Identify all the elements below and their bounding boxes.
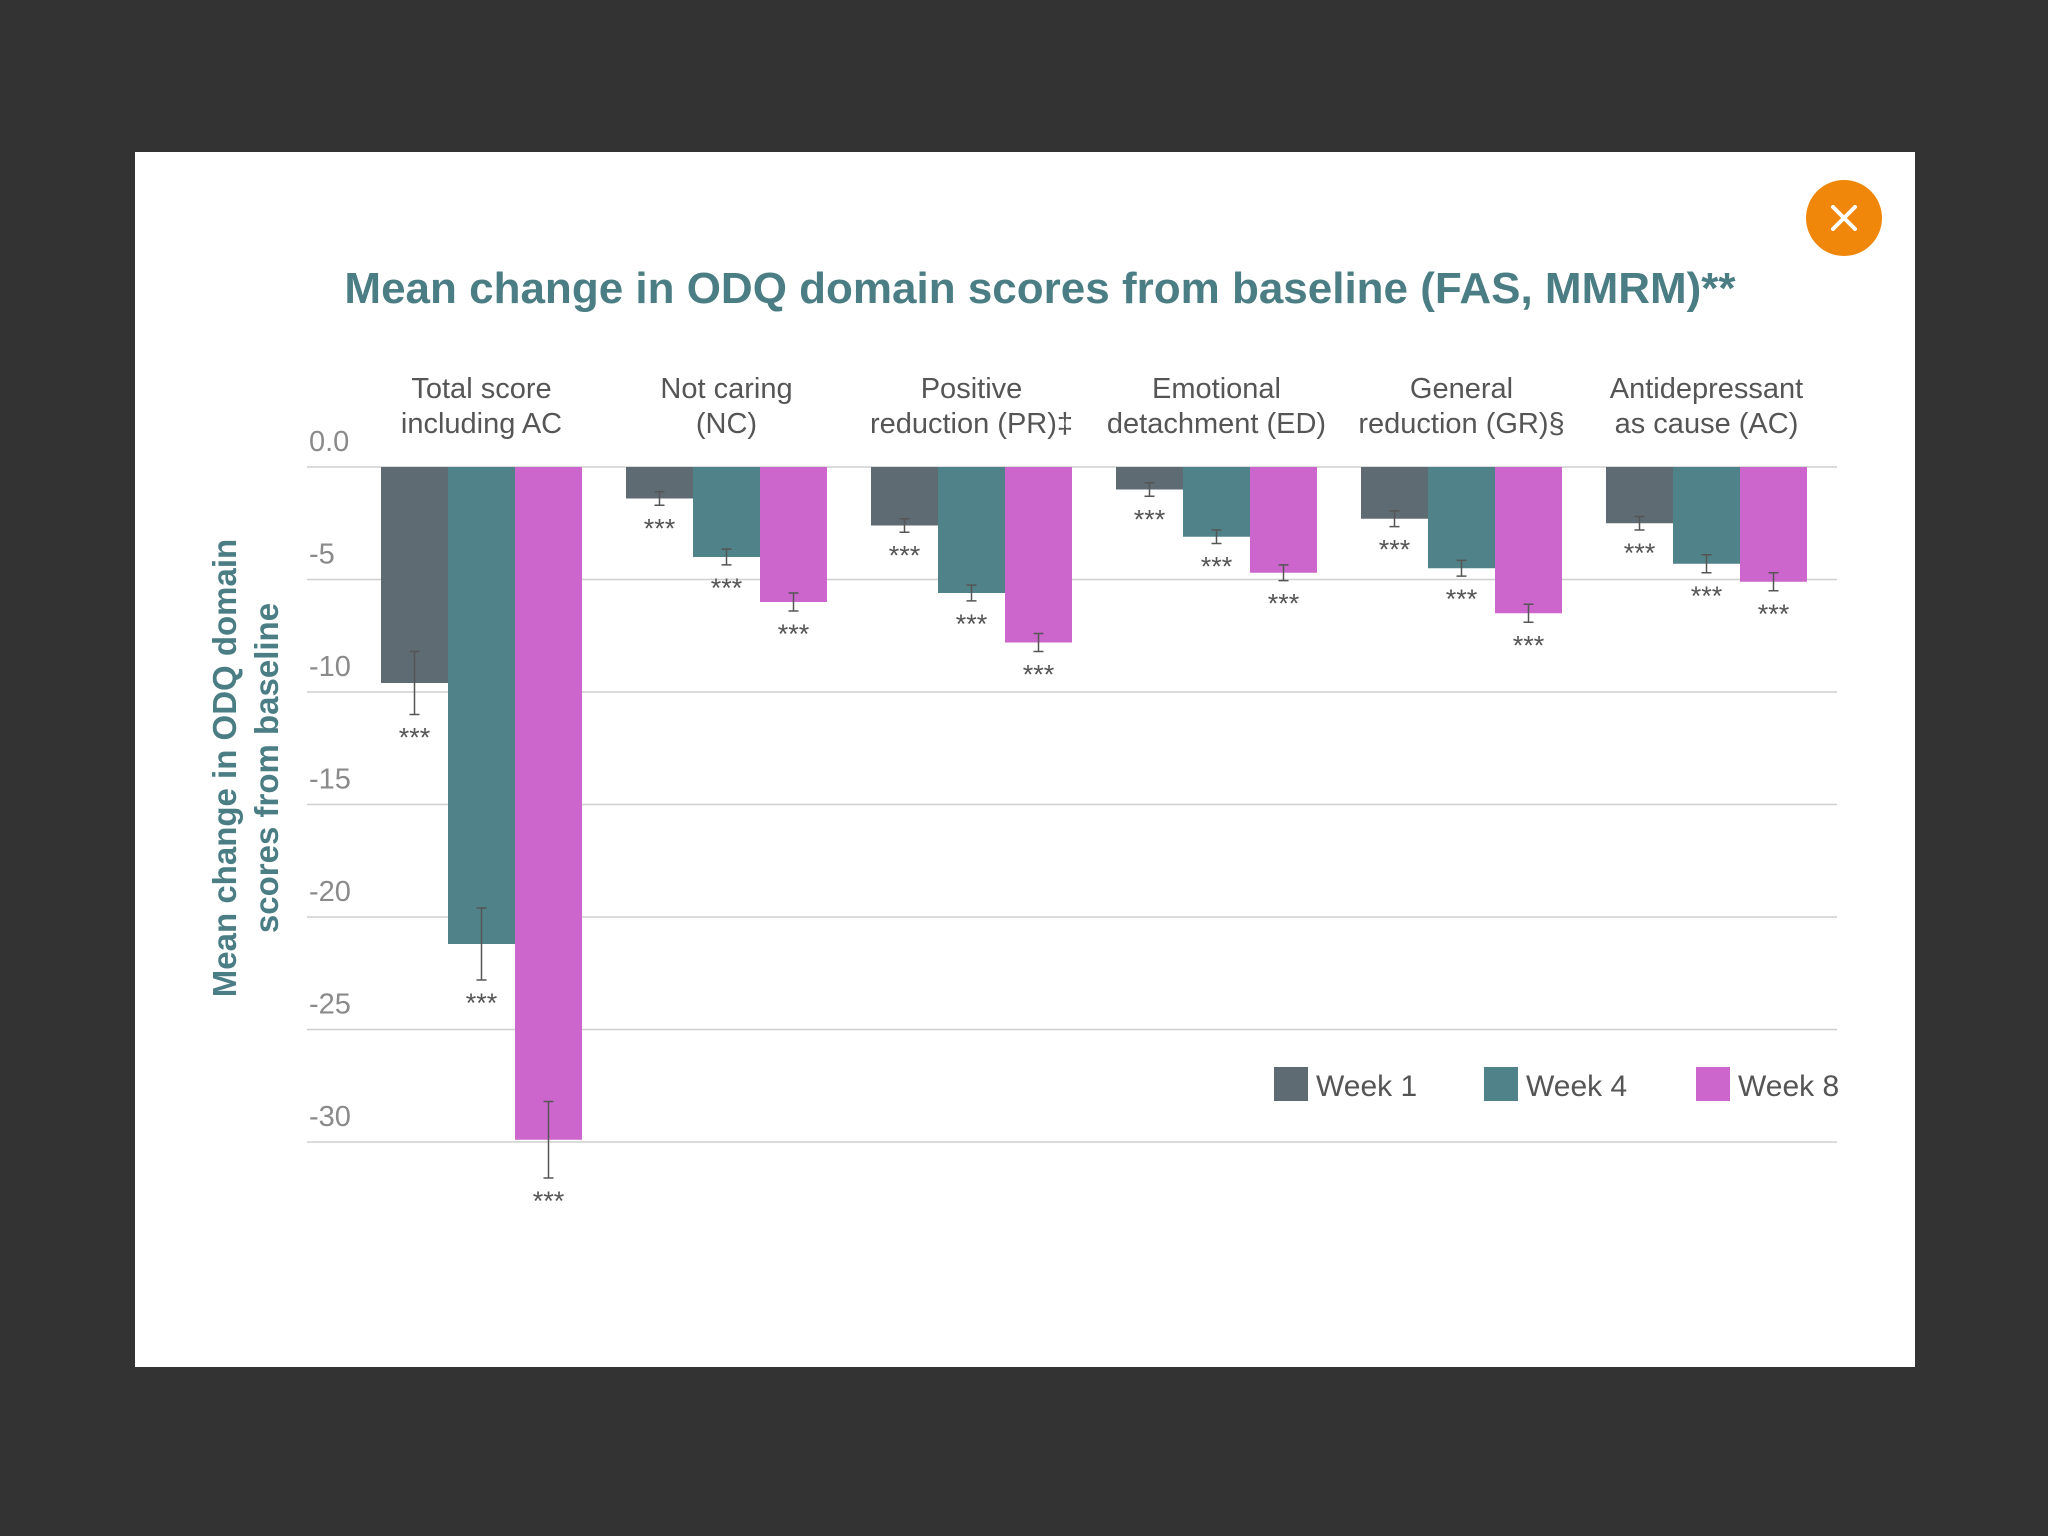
category-label: detachment (ED) xyxy=(1107,408,1326,440)
significance-label: *** xyxy=(1379,535,1411,565)
category-label: reduction (PR)‡ xyxy=(870,408,1073,440)
bar xyxy=(938,467,1005,593)
y-axis-ticks: 0.0 -5 -10 -15 -20 -25 -30 xyxy=(309,426,351,1133)
legend: Week 1 Week 4 Week 8 xyxy=(1274,1067,1839,1103)
significance-label: *** xyxy=(399,723,431,753)
close-button[interactable] xyxy=(1806,180,1882,256)
significance-label: *** xyxy=(1691,581,1723,611)
y-tick-label: 0.0 xyxy=(309,426,349,458)
bar xyxy=(448,467,515,944)
bar xyxy=(1673,467,1740,564)
y-tick-label: -25 xyxy=(309,989,351,1021)
legend-label: Week 4 xyxy=(1526,1070,1627,1103)
bar xyxy=(1740,467,1807,582)
category-label: Positive xyxy=(921,373,1023,405)
category-label: Antidepressant xyxy=(1610,373,1803,405)
bar xyxy=(1250,467,1317,573)
significance-label: *** xyxy=(778,619,810,649)
chart-title: Mean change in ODQ domain scores from ba… xyxy=(344,264,1736,313)
legend-swatch xyxy=(1484,1067,1518,1101)
significance-label: *** xyxy=(1134,504,1166,534)
significance-label: *** xyxy=(1023,660,1055,690)
bar xyxy=(1116,467,1183,490)
y-tick-label: -10 xyxy=(309,651,351,683)
significance-label: *** xyxy=(644,513,676,543)
category-label: including AC xyxy=(401,408,562,440)
significance-label: *** xyxy=(1624,538,1656,568)
bars: *** *** *** *** *** *** *** *** *** *** *** *** *** *… xyxy=(381,467,1807,1216)
y-tick-label: -5 xyxy=(309,539,335,571)
close-icon xyxy=(1831,205,1857,231)
significance-label: *** xyxy=(1513,630,1545,660)
legend-label: Week 8 xyxy=(1738,1070,1839,1103)
category-label: as cause (AC) xyxy=(1615,408,1799,440)
bar xyxy=(1005,467,1072,643)
bar xyxy=(871,467,938,526)
significance-label: *** xyxy=(1201,552,1233,582)
y-tick-label: -30 xyxy=(309,1101,351,1133)
bar xyxy=(1428,467,1495,569)
y-axis-label-line-2: scores from baseline xyxy=(248,603,285,933)
chart-modal xyxy=(135,152,1915,1367)
category-label: Not caring xyxy=(660,373,792,405)
category-label: Emotional xyxy=(1152,373,1281,405)
significance-label: *** xyxy=(1268,589,1300,619)
significance-label: *** xyxy=(956,609,988,639)
bar xyxy=(1495,467,1562,614)
legend-label: Week 1 xyxy=(1316,1070,1417,1103)
y-axis-label-line-1: Mean change in ODQ domain xyxy=(206,539,243,997)
legend-swatch xyxy=(1274,1067,1308,1101)
bar xyxy=(381,467,448,683)
significance-label: *** xyxy=(889,540,921,570)
bar xyxy=(693,467,760,557)
significance-label: *** xyxy=(1446,584,1478,614)
category-label: reduction (GR)§ xyxy=(1358,408,1564,440)
y-tick-label: -15 xyxy=(309,764,351,796)
legend-swatch xyxy=(1696,1067,1730,1101)
category-label: General xyxy=(1410,373,1513,405)
bar xyxy=(760,467,827,602)
bar xyxy=(515,467,582,1140)
bar xyxy=(1183,467,1250,537)
significance-label: *** xyxy=(711,573,743,603)
category-label: Total score xyxy=(411,373,551,405)
significance-label: *** xyxy=(533,1186,565,1216)
significance-label: *** xyxy=(1758,599,1790,629)
y-tick-label: -20 xyxy=(309,876,351,908)
bar xyxy=(1606,467,1673,524)
category-label: (NC) xyxy=(696,408,757,440)
significance-label: *** xyxy=(466,988,498,1018)
